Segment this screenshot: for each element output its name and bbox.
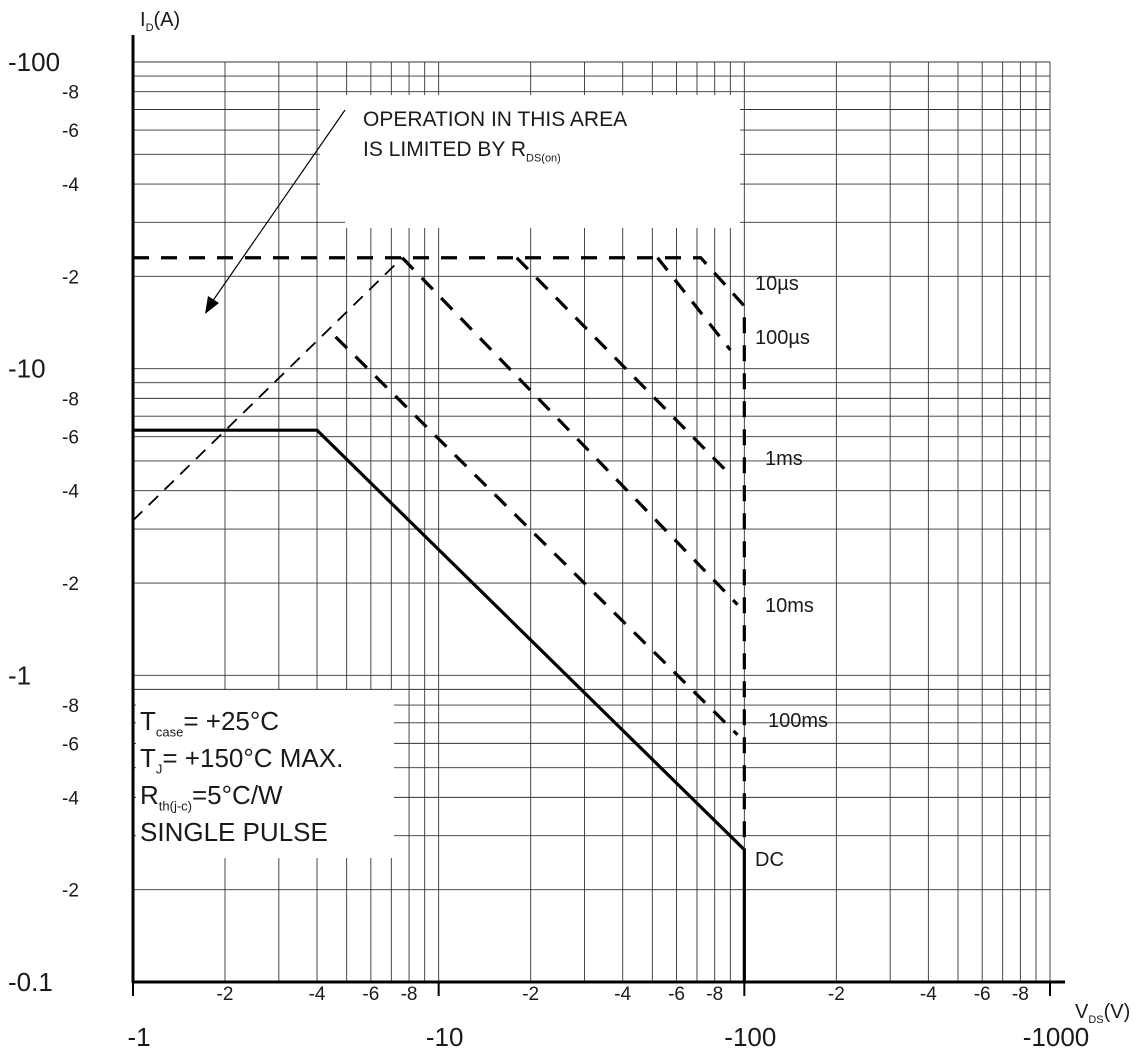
- y-tick-label: -4: [62, 788, 79, 809]
- y-tick-label: -2: [62, 881, 79, 902]
- y-tick-label: -8: [62, 696, 79, 717]
- series-label: 10µs: [755, 273, 799, 295]
- series-label: 100ms: [768, 710, 828, 732]
- condition-text: T: [140, 743, 156, 773]
- x-tick-label: -8: [401, 984, 418, 1005]
- soa-line: [515, 256, 732, 477]
- x-tick-label: -100: [724, 1022, 776, 1052]
- soa-line: [133, 256, 746, 850]
- y-axis-label-text: I: [140, 9, 146, 31]
- condition: SINGLE PULSE: [140, 817, 328, 847]
- x-tick-label: -6: [362, 984, 379, 1005]
- y-tick-label: -100: [8, 47, 60, 77]
- condition: TJ= +150°C MAX.: [140, 743, 343, 777]
- arrow-head: [205, 296, 219, 314]
- condition-rest: = +150°C MAX.: [162, 743, 343, 773]
- x-tick-label: -4: [614, 984, 631, 1005]
- x-tick-label: -4: [920, 984, 937, 1005]
- condition: Rth(j-c)=5°C/W: [140, 780, 283, 814]
- region-note: IS LIMITED BY RDS(on): [363, 138, 561, 164]
- x-tick-label: -2: [828, 984, 845, 1005]
- y-tick-label: -6: [62, 734, 79, 755]
- x-axis-label-text: V: [1075, 1001, 1089, 1023]
- region-note: OPERATION IN THIS AREA: [363, 108, 627, 131]
- series-label: 1ms: [765, 448, 803, 470]
- y-axis-label-rest: (A): [154, 9, 181, 31]
- y-axis-label: ID(A): [140, 9, 180, 34]
- y-tick-label: -1: [8, 660, 31, 690]
- condition-text: T: [140, 706, 156, 736]
- soa-line: [133, 428, 746, 982]
- x-tick-label: -4: [309, 984, 326, 1005]
- series-label: 10ms: [765, 595, 814, 617]
- note-box-step: [320, 95, 350, 190]
- y-tick-label: -2: [62, 574, 79, 595]
- series-label: 100µs: [755, 327, 810, 349]
- y-tick-label: -8: [62, 83, 79, 104]
- note-box: [345, 95, 740, 228]
- x-tick-label: -1000: [1023, 1022, 1090, 1052]
- x-tick-label: -2: [217, 984, 234, 1005]
- x-tick-label: -8: [706, 984, 723, 1005]
- region-note-text: IS LIMITED BY R: [363, 138, 526, 161]
- condition-sub: th(j-c): [159, 799, 192, 814]
- y-tick-label: -6: [62, 121, 79, 142]
- region-note-sub: DS(on): [526, 152, 561, 164]
- text-group: -1-2 -4 -6 -8-10-2 -4 -6 -8-100-2 -4 -6 -8-1000-0…: [8, 9, 1130, 1052]
- y-tick-label: -6: [62, 428, 79, 449]
- arrow-shaft: [211, 109, 346, 303]
- x-tick-label: -1: [127, 1022, 150, 1052]
- condition: Tcase= +25°C: [140, 706, 279, 740]
- y-axis-label-sub: D: [146, 22, 154, 34]
- condition-text: R: [140, 780, 159, 810]
- y-tick-label: -2: [62, 267, 79, 288]
- y-tick-label: -10: [8, 354, 46, 384]
- x-tick-label: -8: [1012, 984, 1029, 1005]
- condition-sub: case: [156, 725, 183, 740]
- x-tick-label: -2: [522, 984, 539, 1005]
- x-axis-label: VDS(V): [1075, 1001, 1130, 1026]
- x-axis-label-rest: (V): [1104, 1001, 1131, 1023]
- series-group: [132, 256, 746, 982]
- region-note-text: OPERATION IN THIS AREA: [363, 108, 627, 131]
- soa-line: [401, 256, 739, 606]
- series-label: DC: [755, 849, 784, 871]
- soa-line: [334, 335, 739, 736]
- x-tick-label: -6: [668, 984, 685, 1005]
- y-tick-label: -4: [62, 482, 79, 503]
- y-tick-label: -8: [62, 389, 79, 410]
- x-tick-label: -10: [426, 1022, 464, 1052]
- condition-rest: =5°C/W: [192, 780, 283, 810]
- soa-line: [132, 257, 403, 522]
- condition-sub: J: [156, 762, 163, 777]
- conditions-box: [136, 690, 394, 858]
- y-tick-label: -4: [62, 175, 79, 196]
- condition-text: SINGLE PULSE: [140, 817, 328, 847]
- x-tick-label: -6: [974, 984, 991, 1005]
- y-tick-label: -0.1: [8, 967, 53, 997]
- x-axis-label-sub: DS: [1088, 1014, 1103, 1026]
- condition-rest: = +25°C: [183, 706, 279, 736]
- soa-line: [656, 256, 732, 352]
